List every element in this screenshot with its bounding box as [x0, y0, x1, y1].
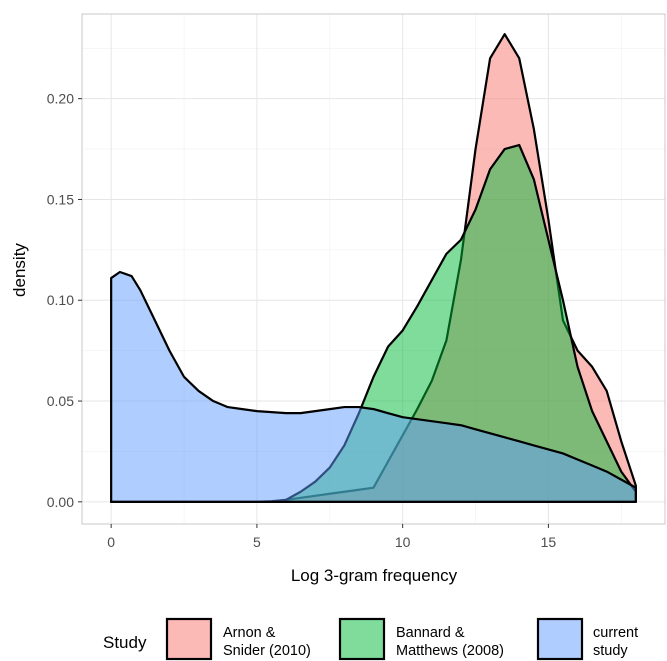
- legend-key-2: [338, 617, 386, 661]
- density-area-current-study: [110, 270, 637, 503]
- legend: Study Arnon & Snider (2010) Bannard & Matth…: [103, 617, 638, 661]
- legend-key-1: [165, 617, 213, 661]
- legend-label-2: Bannard & Matthews (2008): [396, 625, 504, 659]
- y-tick-label: 0.20: [47, 91, 74, 107]
- y-axis-title: density: [10, 243, 29, 297]
- legend-label-1: Arnon & Snider (2010): [223, 625, 311, 659]
- y-tick-label: 0.10: [47, 292, 74, 308]
- y-tick-label: 0.00: [47, 494, 74, 510]
- x-tick-label: 15: [541, 534, 557, 550]
- x-axis-title: Log 3-gram frequency: [291, 566, 458, 585]
- legend-title: Study: [103, 633, 147, 652]
- x-tick-label: 0: [107, 534, 115, 550]
- x-tick-label: 5: [253, 534, 261, 550]
- y-tick-label: 0.05: [47, 393, 74, 409]
- y-tick-label: 0.15: [47, 191, 74, 207]
- plot-panel-border: [81, 13, 666, 525]
- density-areas: [110, 33, 637, 503]
- legend-key-3: [536, 617, 584, 661]
- axes: 0 5 10 15 0.00 0.05 0.10 0.15 0.20: [47, 91, 557, 550]
- x-tick-label: 10: [395, 534, 411, 550]
- legend-label-3: current study: [593, 625, 638, 659]
